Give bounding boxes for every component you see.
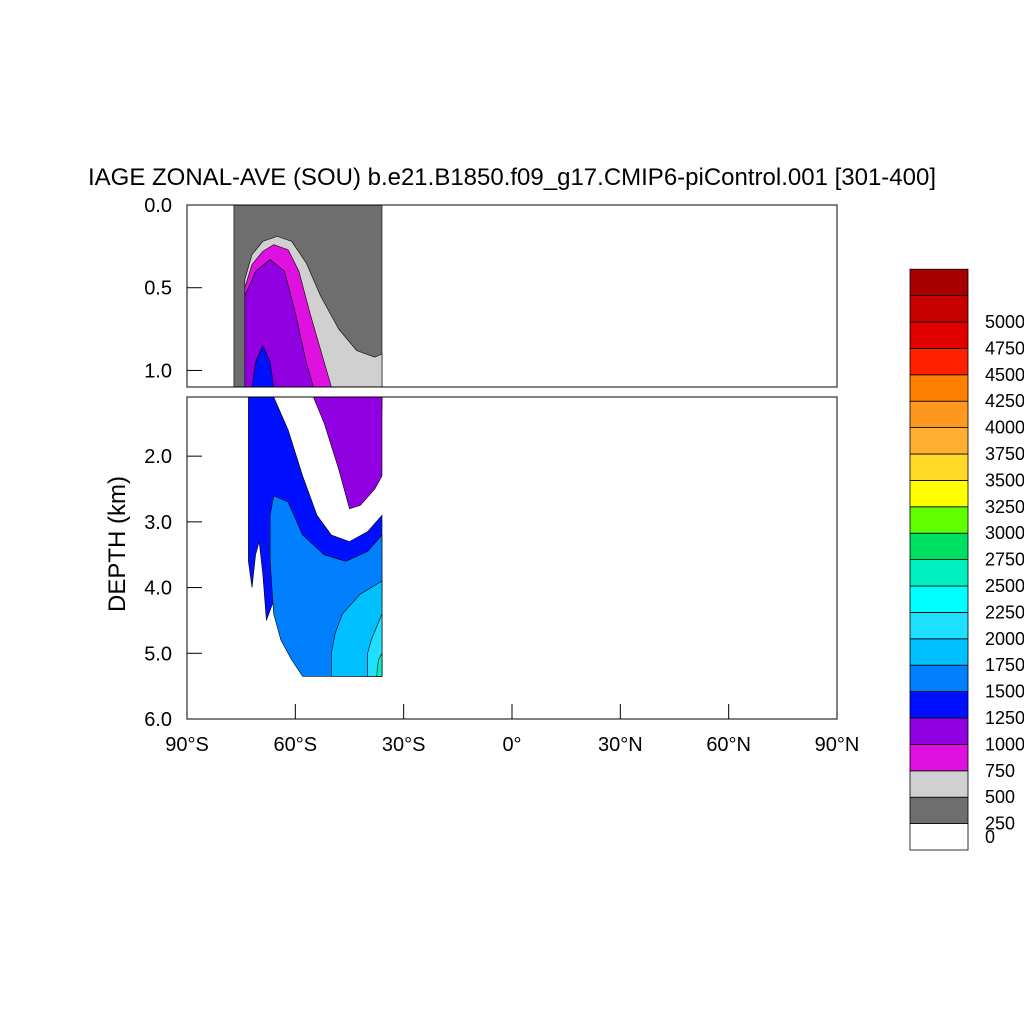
colorbar-label: 2250 [985,602,1024,622]
colorbar-label: 5000 [985,312,1024,332]
colorbar-label: 3000 [985,523,1024,543]
colorbar-box [909,479,969,508]
colorbar-box [909,585,969,613]
colorbar-label: 250 [985,814,1015,834]
colorbar-label: 2500 [985,576,1024,596]
contour-region-2250-lower [376,653,383,677]
lower-panel-fields [244,397,383,677]
colorbar-box [909,664,969,693]
chart-title: IAGE ZONAL-AVE (SOU) b.e21.B1850.f09_g17… [88,164,936,191]
colorbar-box [909,427,969,455]
colorbar-box [909,453,969,481]
x-tick-label: 90°N [815,734,860,756]
colorbar-box [909,268,969,297]
axes: 90°S 60°S 30°S 0° 30°N 60°N 90°N 0.0 0.5 1.0 2.0 3.… [144,195,859,756]
y-tick-label: 4.0 [144,578,172,600]
x-tick-label: 30°S [382,734,426,756]
colorbar-label: 2000 [985,629,1024,649]
x-tick-label: 60°N [706,734,751,756]
y-tick-label: 0.0 [144,195,172,217]
upper-panel-frame [186,204,838,388]
contour-region-1000-lower [244,397,383,510]
colorbar-box [909,691,969,719]
x-tick-label: 60°S [274,734,318,756]
contour-region-1250-upper [251,344,275,387]
colorbar-label: 1250 [985,708,1024,728]
colorbar-box [909,744,969,772]
y-tick-label: 2.0 [144,446,172,468]
colorbar-label: 3250 [985,497,1024,517]
colorbar-box [909,295,969,323]
colorbar-box [909,532,969,561]
colorbar-box [909,347,969,376]
colorbar-label: 4000 [985,418,1024,438]
colorbar-label: 4250 [985,391,1024,411]
colorbar-box [909,770,969,798]
colorbar-box [909,374,969,402]
colorbar-box [909,612,969,640]
colorbar-label: 4750 [985,338,1024,358]
colorbar-box [909,559,969,587]
y-tick-label: 3.0 [144,512,172,534]
colorbar-label: 4500 [985,365,1024,385]
colorbar-box [909,638,969,666]
colorbar-label: 2750 [985,550,1024,570]
colorbar-box [909,796,969,825]
colorbar-label: 1000 [985,734,1024,754]
colorbar-box [909,400,969,429]
colorbar-box [909,321,969,349]
colorbar-label: 3500 [985,470,1024,490]
colorbar-box [909,823,969,851]
colorbar-label: 1500 [985,682,1024,702]
x-tick-label: 90°S [165,734,209,756]
x-tick-label: 30°N [598,734,643,756]
y-tick-label: 1.0 [144,360,172,382]
colorbar-label: 3750 [985,444,1024,464]
colorbar-label: 0 [985,827,995,847]
colorbar-label: 1750 [985,655,1024,675]
y-tick-label: 0.5 [144,278,172,300]
colorbar-label: 500 [985,787,1015,807]
colorbar-label: 750 [985,761,1015,781]
colorbar-box [909,717,969,745]
y-tick-label: 5.0 [144,643,172,665]
colorbar-box [909,506,969,534]
upper-panel-fields [233,205,383,387]
x-tick-label: 0° [502,734,521,756]
y-tick-label: 6.0 [144,709,172,731]
